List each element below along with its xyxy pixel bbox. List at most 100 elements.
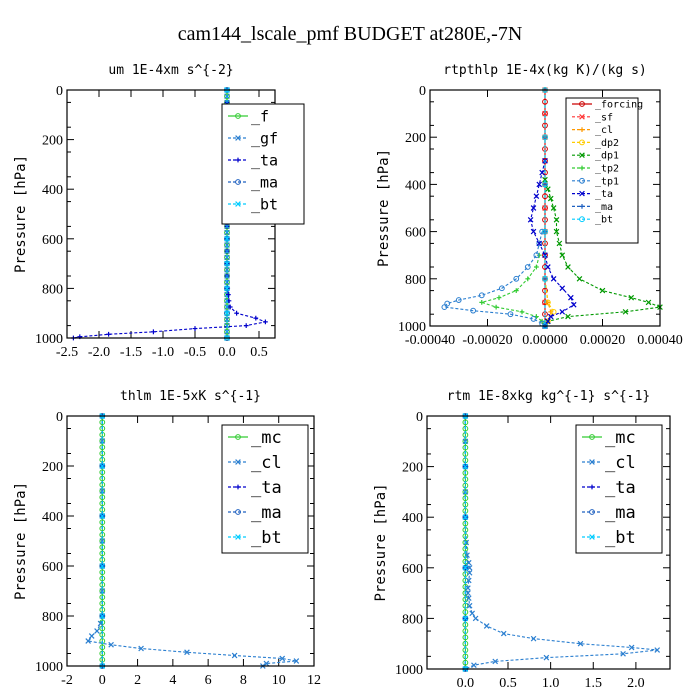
data-point [224, 285, 230, 292]
data-point [224, 260, 230, 267]
data-point [513, 275, 520, 282]
y-tick-label: 200 [42, 460, 63, 475]
x-tick-label: 12 [307, 673, 321, 688]
data-point [465, 559, 472, 566]
data-point [224, 310, 230, 317]
data-point [465, 585, 471, 591]
data-point [519, 309, 525, 315]
data-point [227, 304, 233, 310]
legend-entry: _tp2 [595, 164, 619, 175]
data-point [553, 228, 560, 235]
data-point [556, 240, 563, 247]
data-point [628, 644, 635, 651]
legend-marker [579, 139, 585, 146]
panel-title: rtm 1E-8xkg kg^{-1} s^{-1} [447, 389, 651, 404]
data-point [628, 294, 635, 301]
data-point [570, 301, 577, 308]
data-point [576, 275, 583, 282]
legend-marker [589, 434, 595, 440]
y-tick-label: 800 [402, 612, 423, 627]
x-tick-label: 0.00040 [637, 333, 683, 348]
data-point [466, 564, 473, 571]
y-tick-label: 1000 [398, 320, 426, 335]
panel-3: thlm 1E-5xK s^{-1} Pressure [hPa] 0 200 400 6… [13, 389, 321, 688]
legend-entry: _bt [251, 528, 282, 548]
data-point [99, 569, 106, 576]
data-point [462, 470, 469, 476]
legend-entry: _f [251, 107, 269, 125]
x-tick-label: 2 [134, 673, 141, 688]
legend-entry: _cl [251, 453, 282, 473]
data-point [500, 630, 507, 637]
data-point [263, 660, 270, 667]
legend-marker [579, 216, 585, 223]
data-point [542, 98, 548, 105]
x-tick-label: 4 [169, 673, 176, 688]
x-tick-label: 0.00020 [580, 333, 626, 348]
legend-marker [579, 190, 585, 197]
data-point [479, 300, 485, 305]
legend-entry: _ta [605, 478, 636, 498]
legend-box [221, 424, 309, 554]
legend-entry: _cl [605, 453, 636, 473]
data-point [530, 316, 537, 322]
data-point [231, 652, 238, 659]
series-line [544, 90, 555, 327]
legend-entry: _ma [605, 503, 636, 523]
data-point [536, 240, 543, 247]
legend-entry: _dp1 [595, 151, 619, 162]
data-point [88, 633, 95, 639]
data-point [253, 315, 259, 321]
data-point [455, 297, 462, 303]
data-point [462, 444, 469, 451]
panel-1: um 1E-4xm s^{-2} Pressure [hPa] 0 200 400 600… [13, 63, 305, 360]
data-point [462, 514, 469, 521]
legend-marker [579, 127, 585, 132]
data-point [462, 659, 469, 666]
data-point [530, 635, 537, 642]
x-tick-label: 1.5 [585, 676, 603, 691]
legend: _mc _cl _ta _ma _bt [221, 424, 309, 554]
y-tick-label: 200 [405, 131, 426, 146]
data-point [545, 264, 551, 270]
panel-title: thlm 1E-5xK s^{-1} [120, 389, 261, 404]
data-point [469, 610, 476, 617]
data-point [553, 216, 560, 223]
data-point [599, 287, 606, 294]
series-line [544, 90, 552, 327]
x-tick-label: 8 [240, 673, 247, 688]
series-bt [462, 413, 469, 672]
legend-entry: _ta [251, 478, 282, 498]
y-tick-label: 0 [419, 84, 426, 99]
x-tick-label: -2 [61, 673, 73, 688]
data-point [108, 641, 114, 648]
data-point [224, 279, 230, 286]
legend: _forcing_sf _cl _dp2 _dp1 _tp2_tp1 _ta _ma _bt [565, 97, 643, 244]
data-point [99, 469, 106, 476]
data-point [85, 638, 91, 644]
y-axis-label: Pressure [hPa] [13, 482, 29, 600]
data-point [293, 658, 300, 664]
data-point [496, 295, 502, 301]
legend-entry: _cl [595, 125, 613, 136]
legend-entry: _mc [605, 428, 636, 448]
x-tick-label: 0.0 [218, 345, 236, 360]
data-point [542, 181, 548, 188]
data-point [462, 564, 469, 571]
y-tick-label: 200 [42, 134, 63, 149]
y-tick-label: 400 [405, 178, 426, 193]
data-point [151, 329, 156, 335]
legend-marker [235, 509, 241, 515]
panel-2: rtpthlp 1E-4x(kg K)/(kg s) Pressure [hPa]… [376, 63, 683, 348]
data-point [466, 570, 473, 576]
legend-marker [589, 509, 595, 515]
data-point [524, 264, 531, 270]
data-point [620, 650, 626, 657]
data-point [224, 328, 230, 335]
data-point [225, 292, 231, 297]
y-tick-label: 600 [402, 562, 423, 577]
series-tp2 [479, 252, 548, 329]
legend-marker [579, 177, 585, 184]
x-tick-label: -1.0 [152, 345, 174, 360]
legend-box [575, 424, 663, 554]
